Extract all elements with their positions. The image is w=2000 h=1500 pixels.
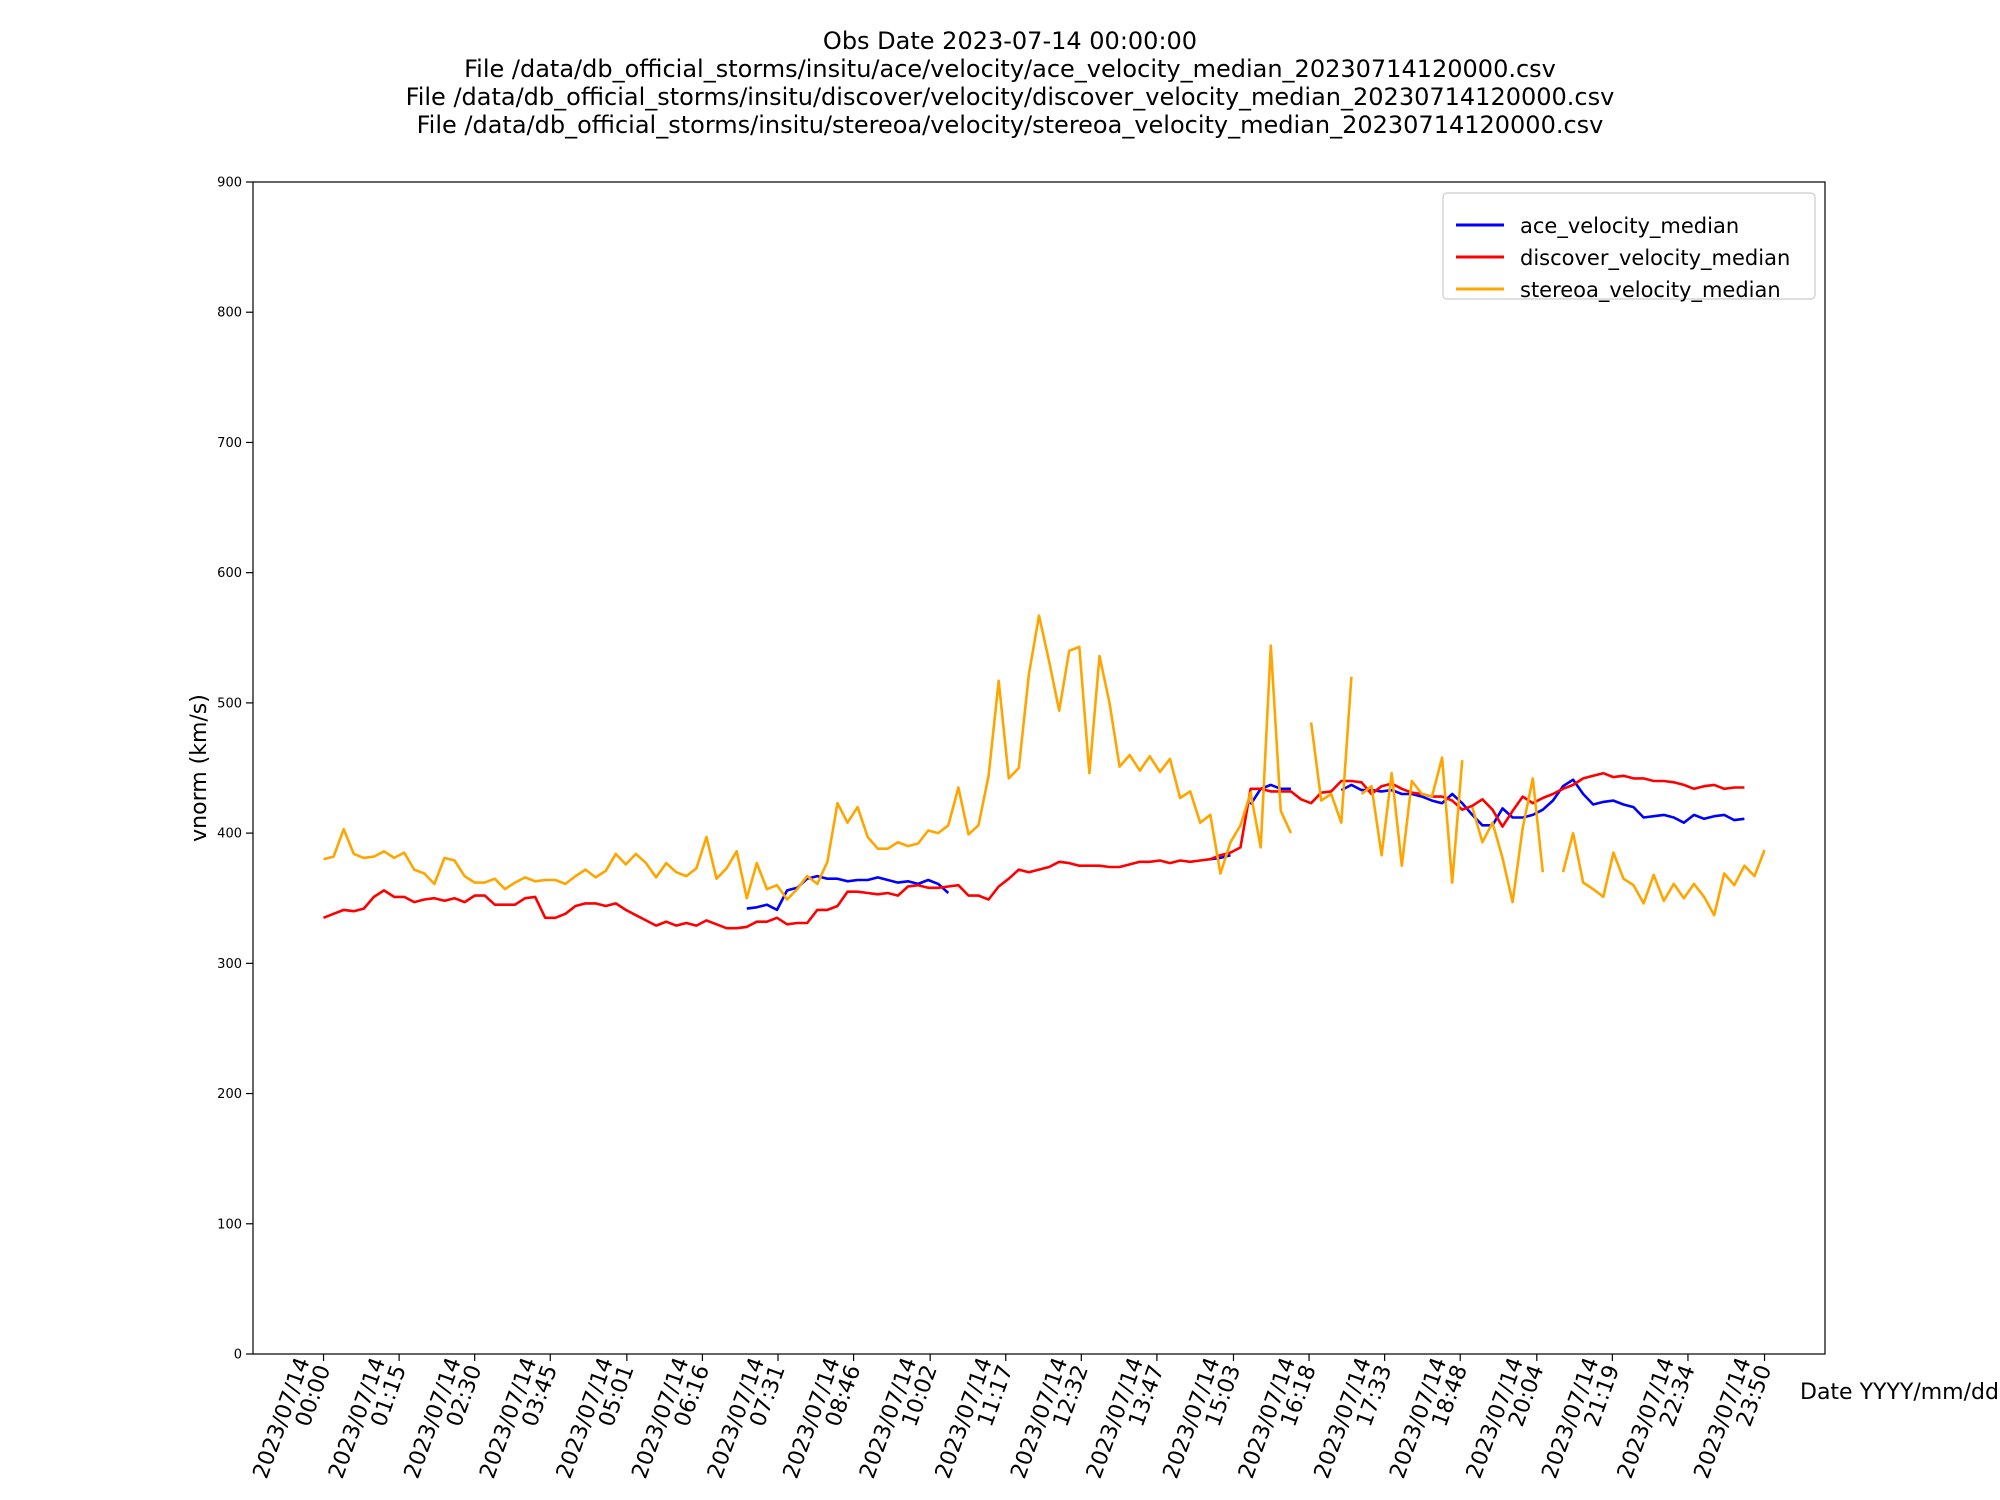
y-tick-label: 400 (217, 827, 242, 842)
ace_velocity_median-line (746, 874, 950, 912)
legend-box (1442, 192, 1816, 300)
ace_velocity_median-line (1249, 783, 1291, 806)
plot-lines (323, 614, 1766, 930)
y-tick-label: 0 (234, 1348, 242, 1363)
y-axis-label: vnorm (km/s) (187, 694, 212, 842)
y-tick-label: 800 (217, 306, 242, 321)
legend-label-discover_velocity_median: discover_velocity_median (1520, 246, 1790, 271)
y-tick-label: 200 (217, 1087, 242, 1102)
plot-frame (252, 181, 1826, 1355)
legend-label-ace_velocity_median: ace_velocity_median (1520, 214, 1739, 239)
x-axis-label: Date YYYY/mm/dd (1800, 1380, 1999, 1405)
title-line-obs-date: Obs Date 2023-07-14 00:00:00 (823, 27, 1197, 55)
stereoa_velocity_median-line (1471, 777, 1545, 904)
legend: ace_velocity_median discover_velocity_med… (1442, 192, 1816, 303)
y-tick-label: 100 (217, 1217, 242, 1232)
chart-title: Obs Date 2023-07-14 00:00:00 File /data/… (406, 27, 1615, 139)
stereoa_velocity_median-line (323, 614, 1293, 901)
y-tick-label: 500 (217, 696, 242, 711)
ace_velocity_median-line (1340, 778, 1745, 827)
title-line-ace-file: File /data/db_official_storms/insitu/ace… (464, 55, 1556, 83)
legend-label-stereoa_velocity_median: stereoa_velocity_median (1520, 278, 1781, 303)
discover_velocity_median-line (323, 771, 1745, 930)
stereoa_velocity_median-line (1561, 831, 1766, 917)
y-tick-label: 700 (217, 436, 242, 451)
title-line-discover-file: File /data/db_official_storms/insitu/dis… (406, 83, 1615, 111)
stereoa_velocity_median-line (1309, 676, 1353, 824)
y-tick-label: 300 (217, 957, 242, 972)
y-tick-label: 600 (217, 566, 242, 581)
stereoa_velocity_median-line (1360, 756, 1464, 884)
title-line-stereoa-file: File /data/db_official_storms/insitu/ste… (417, 111, 1604, 139)
y-tick-label: 900 (217, 176, 242, 191)
